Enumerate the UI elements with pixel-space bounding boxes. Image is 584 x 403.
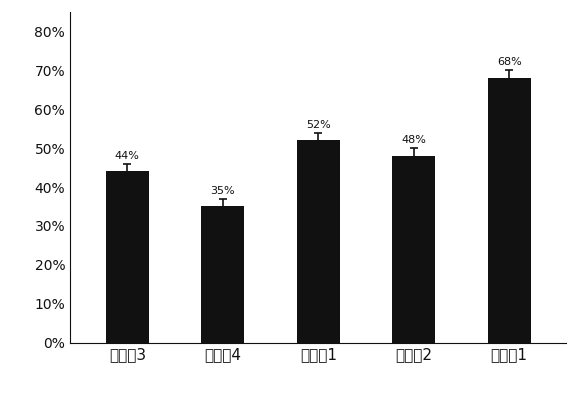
Bar xyxy=(488,78,531,343)
Bar xyxy=(392,156,435,343)
Text: 35%: 35% xyxy=(210,186,235,195)
Text: 52%: 52% xyxy=(306,120,331,129)
Bar xyxy=(106,172,149,343)
Text: 44%: 44% xyxy=(115,151,140,161)
Bar xyxy=(201,206,244,343)
Bar xyxy=(297,140,340,343)
Text: 48%: 48% xyxy=(401,135,426,145)
Text: 68%: 68% xyxy=(497,57,522,67)
